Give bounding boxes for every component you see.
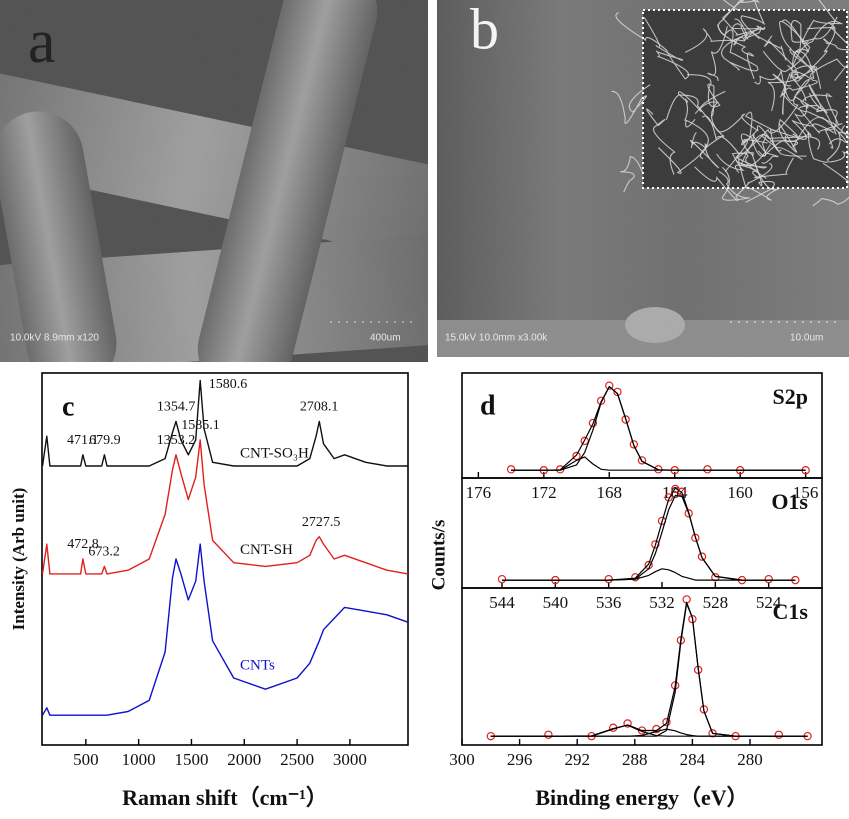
sem-info: 10.0kV 8.9mm x120 (10, 333, 99, 344)
subplot-label: C1s (773, 599, 809, 624)
x-tick-label: 172 (531, 483, 557, 502)
x-axis-label: Raman shift（cm⁻¹） (122, 785, 328, 810)
x-tick-label: 1500 (174, 750, 208, 769)
data-point (573, 452, 580, 459)
x-tick-label: 532 (649, 593, 675, 612)
x-tick-label: 2500 (280, 750, 314, 769)
series-label: CNT-SO₃H (240, 445, 309, 461)
series-line (491, 604, 808, 737)
panel-letter: a (28, 8, 56, 76)
sem-image-a: a 10.0kV 8.9mm x120 400um (0, 0, 504, 405)
plot-frame (462, 373, 822, 478)
data-point (775, 731, 782, 738)
peak-label: 1585.1 (181, 418, 220, 433)
peak-label: 2727.5 (302, 515, 341, 530)
panel-letter: b (470, 0, 499, 61)
peak-label: 679.9 (89, 433, 121, 448)
subplot-label: S2p (773, 384, 808, 409)
subplot-label: O1s (771, 489, 808, 514)
series-line (511, 387, 805, 471)
y-axis-label: Counts/s (428, 520, 449, 591)
x-axis-label: Binding energy（eV） (535, 785, 748, 810)
x-tick-label: 160 (727, 483, 753, 502)
sem-scale: 10.0um (790, 333, 823, 344)
series-line (502, 496, 795, 581)
series-line (511, 387, 805, 471)
sem-scale: 400um (370, 333, 401, 344)
data-point (704, 466, 711, 473)
x-tick-label: 2000 (227, 750, 261, 769)
series-line (491, 602, 808, 736)
series-line (502, 569, 795, 580)
series-line (43, 544, 409, 715)
x-tick-label: 168 (597, 483, 623, 502)
series-line (511, 457, 805, 470)
x-tick-label: 280 (737, 750, 763, 769)
x-tick-label: 3000 (333, 750, 367, 769)
x-tick-label: 296 (507, 750, 533, 769)
x-tick-label: 544 (489, 593, 515, 612)
x-tick-label: 284 (680, 750, 706, 769)
x-tick-label: 536 (596, 593, 622, 612)
sem-image-b: b 15.0kV 10.0mm x3.00k 10.0um (437, 0, 849, 357)
x-tick-label: 1000 (122, 750, 156, 769)
data-point (605, 576, 612, 583)
y-axis-label: Intensity (Arb unit) (9, 488, 28, 631)
sem-info: 15.0kV 10.0mm x3.00k (445, 333, 548, 344)
panel-letter: c (62, 391, 74, 422)
peak-label: 1354.7 (157, 400, 196, 415)
peak-label: 1580.6 (209, 377, 248, 392)
panel-letter: d (480, 390, 496, 421)
data-point (765, 576, 772, 583)
peak-label: 673.2 (88, 545, 120, 560)
data-point (507, 466, 514, 473)
series-label: CNTs (240, 657, 275, 673)
peak-label: 2708.1 (300, 400, 339, 415)
x-tick-label: 292 (564, 750, 590, 769)
data-point (498, 576, 505, 583)
x-tick-label: 288 (622, 750, 648, 769)
x-tick-label: 176 (466, 483, 492, 502)
figure: a 10.0kV 8.9mm x120 400um b 15.0kV 10.0m… (0, 0, 849, 819)
x-tick-label: 500 (73, 750, 99, 769)
x-tick-label: 540 (543, 593, 569, 612)
series-line (43, 380, 409, 466)
x-tick-label: 528 (703, 593, 729, 612)
data-point (545, 731, 552, 738)
series-label: CNT-SH (240, 542, 293, 558)
peak-label: 1353.2 (157, 433, 196, 448)
x-tick-label: 300 (449, 750, 475, 769)
